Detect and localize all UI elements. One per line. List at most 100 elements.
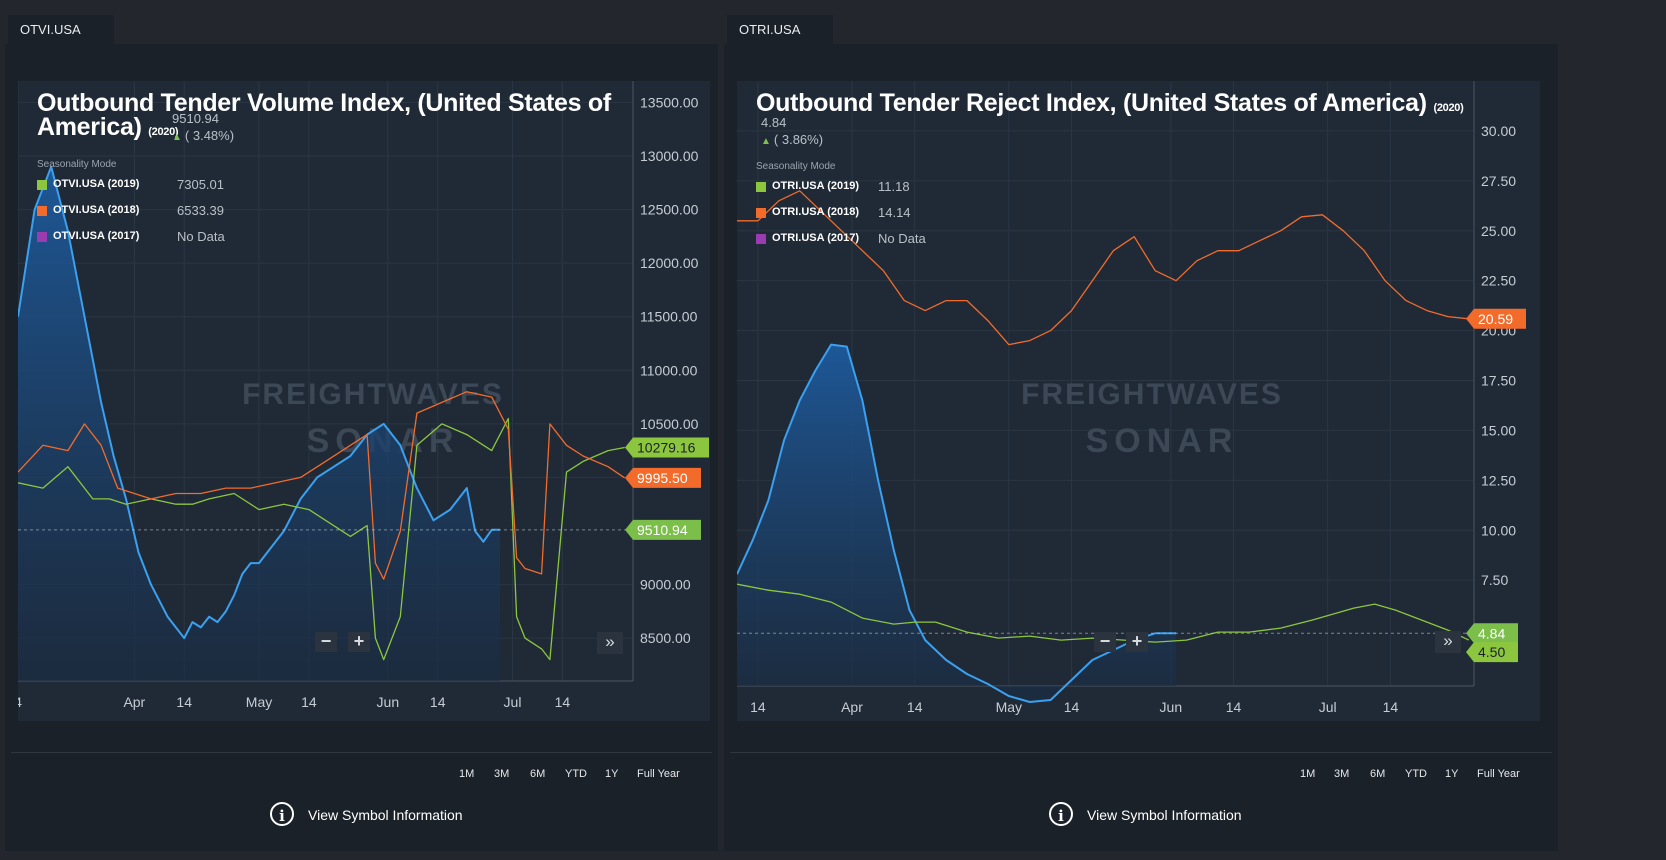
legend-name: OTRI.USA (2017) [772,232,860,244]
y-tick-label: 17.50 [1481,373,1516,389]
y-tick-label: 13500.00 [640,94,699,110]
change-text: ( 3.48%) [184,128,235,143]
range-1m[interactable]: 1M [459,768,475,780]
divider [11,752,712,753]
legend-item-2018[interactable]: OTRI.USA (2018) 14.14 [756,205,956,223]
series-line-otvi-usa-2019- [18,417,625,661]
chart-area-otvi: FREIGHTWAVESSONAR13500.0013000.0012500.0… [18,81,710,721]
legend-name: OTVI.USA (2019) [53,178,140,190]
panel-otri: FREIGHTWAVES SONAR 30.00 27.50 25.00 22.50 20.… [724,44,1558,851]
range-1y[interactable]: 1Y [1445,768,1459,780]
range-6m[interactable]: 6M [1370,768,1386,780]
legend-name: OTVI.USA (2017) [53,230,140,242]
y-tick-label: 12000.00 [640,255,699,271]
range-3m[interactable]: 3M [1334,768,1350,780]
y-tick-label: 12500.00 [640,202,699,218]
chart-otvi[interactable]: FREIGHTWAVESSONAR13500.0013000.0012500.0… [18,81,710,721]
x-tick-label: Jun [1160,699,1183,715]
expand-button[interactable]: » [1435,631,1461,653]
range-1y[interactable]: 1Y [605,768,619,780]
legend-item-2017[interactable]: OTRI.USA (2017) No Data [756,231,956,249]
value-flag-label: 9995.50 [637,470,688,486]
x-tick-label: May [246,694,272,710]
x-tick-label: 14 [1226,699,1242,715]
zoom-in-button[interactable]: + [348,632,370,652]
y-tick-label: 30.00 [1481,123,1516,139]
range-full-year[interactable]: Full Year [1477,768,1520,780]
chart-area-otri: FREIGHTWAVES SONAR 30.00 27.50 25.00 22.50 20.… [737,81,1540,721]
legend-item-2019[interactable]: OTRI.USA (2019) 11.18 [756,179,956,197]
view-symbol-info-label: View Symbol Information [1087,807,1242,823]
legend-item-2018[interactable]: OTVI.USA (2018) 6533.39 [37,203,237,221]
watermark-text: FREIGHTWAVES [242,378,504,411]
legend-item-2019[interactable]: OTVI.USA (2019) 7305.01 [37,177,237,195]
info-icon: i [270,802,294,826]
legend-swatch [37,180,47,190]
legend-value: 7305.01 [177,177,224,192]
tab-otvi[interactable]: OTVI.USA [8,15,114,44]
y-tick-label: 15.00 [1481,422,1516,438]
x-tick-label: 14 [176,694,192,710]
zoom-in-button[interactable]: + [1126,632,1148,652]
legend-swatch [37,232,47,242]
value-flag-label: 9510.94 [637,522,688,538]
y-tick-label: 9000.00 [640,577,691,593]
view-symbol-info[interactable]: i View Symbol Information [270,802,510,832]
expand-button[interactable]: » [597,632,623,654]
chart-title-text: Outbound Tender Reject Index, (United St… [756,89,1427,117]
x-tick-label: 14 [1383,699,1399,715]
chart-title-year: (2020) [1433,102,1464,114]
range-3m[interactable]: 3M [494,768,510,780]
value-flag-s2020 [625,519,701,540]
divider [730,752,1552,753]
last-value: 9510.94 [172,111,219,126]
range-selector: 1M 3M 6M YTD 1Y Full Year [724,768,1558,784]
x-tick-label: 14 [1064,699,1080,715]
y-tick-label: 10500.00 [640,416,699,432]
legend-swatch [756,208,766,218]
range-ytd[interactable]: YTD [565,768,587,780]
series-line-otvi-usa-2020- [18,165,500,640]
last-value: 4.84 [761,115,787,130]
view-symbol-info[interactable]: i View Symbol Information [1049,802,1289,832]
zoom-out-button[interactable]: − [1094,632,1116,652]
range-selector: 1M 3M 6M YTD 1Y Full Year [5,768,718,784]
series-line-otvi-usa-2018- [18,391,626,580]
change-percent: ▲( 3.86%) [761,132,823,147]
range-full-year[interactable]: Full Year [637,768,680,780]
watermark-text: SONAR [1086,422,1239,460]
legend-item-2017[interactable]: OTVI.USA (2017) No Data [37,229,237,247]
y-tick-label: 11000.00 [640,362,698,378]
arrow-up-icon: ▲ [761,136,771,147]
zoom-out-button[interactable]: − [315,632,337,652]
tab-label: OTVI.USA [20,22,81,37]
x-tick-label: Apr [123,694,145,710]
x-tick-label: Jun [377,694,400,710]
legend-name: OTVI.USA (2018) [53,204,140,216]
range-6m[interactable]: 6M [530,768,546,780]
series-line-otri-usa-2018- [737,190,1469,346]
value-flag-s2020 [1466,623,1518,644]
range-1m[interactable]: 1M [1300,768,1316,780]
value-flag-label: 4.50 [1478,644,1505,660]
seasonality-label: Seasonality Mode [37,159,117,170]
tab-label: OTRI.USA [739,22,801,37]
value-flag-s2019 [625,437,709,458]
y-tick-label: 8500.00 [640,630,691,646]
chart-title: Outbound Tender Volume Index, (United St… [37,91,627,144]
tab-otri[interactable]: OTRI.USA [727,15,833,44]
change-text: ( 3.86%) [773,132,824,147]
panel-otvi: FREIGHTWAVESSONAR13500.0013000.0012500.0… [5,44,718,851]
range-ytd[interactable]: YTD [1405,768,1427,780]
chart-otri[interactable]: FREIGHTWAVES SONAR 30.00 27.50 25.00 22.50 20.… [737,81,1540,721]
legend-value: 6533.39 [177,203,224,218]
y-tick-label: 12.50 [1481,472,1516,488]
y-tick-label: 25.00 [1481,223,1516,239]
x-tick-label: May [996,699,1022,715]
view-symbol-info-label: View Symbol Information [308,807,463,823]
value-flag-label: 10279.16 [637,440,696,456]
info-icon: i [1049,802,1073,826]
legend-name: OTRI.USA (2019) [772,180,860,192]
legend-value: 14.14 [878,205,911,220]
x-tick-label: Jul [1319,699,1337,715]
